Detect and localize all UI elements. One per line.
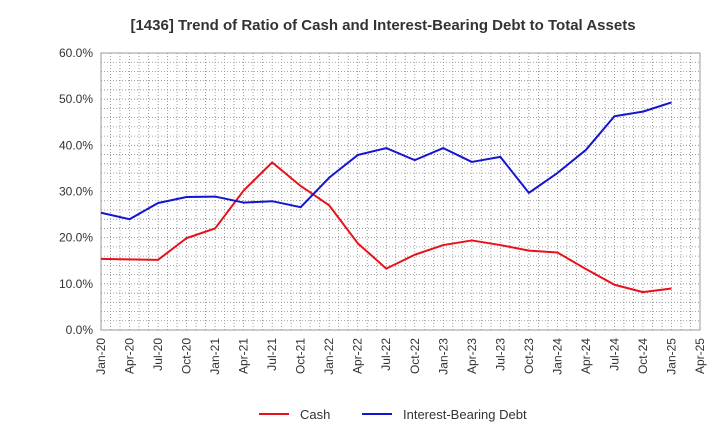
x-tick-label: Jul-24 — [607, 338, 621, 371]
x-tick-label: Jan-24 — [550, 338, 564, 375]
legend: Cash Interest-Bearing Debt — [259, 407, 527, 422]
x-tick-label: Jan-23 — [436, 338, 450, 375]
legend-label: Interest-Bearing Debt — [403, 407, 527, 422]
series-line-interest-bearing-debt — [100, 101, 672, 221]
grid — [100, 52, 701, 331]
x-tick-label: Oct-20 — [180, 338, 194, 374]
x-tick-label: Jan-20 — [94, 338, 108, 375]
x-tick-label: Oct-23 — [522, 338, 536, 374]
x-tick-label: Jan-21 — [208, 338, 222, 375]
x-tick-label: Apr-24 — [579, 338, 593, 374]
y-tick-label: 10.0% — [59, 277, 93, 291]
y-tick-label: 30.0% — [59, 185, 93, 199]
y-tick-label: 60.0% — [59, 46, 93, 60]
y-tick-label: 50.0% — [59, 92, 93, 106]
x-tick-label: Oct-22 — [408, 338, 422, 374]
x-tick-label: Jan-25 — [664, 338, 678, 375]
plot-area-border — [100, 52, 701, 331]
legend-label: Cash — [300, 407, 330, 422]
x-tick-label: Apr-23 — [465, 338, 479, 374]
x-tick-label: Jan-22 — [322, 338, 336, 375]
y-tick-label: 40.0% — [59, 138, 93, 152]
x-tick-label: Jul-21 — [265, 338, 279, 371]
series-line-cash — [100, 161, 672, 294]
y-tick-label: 0.0% — [66, 323, 94, 337]
chart-title: [1436] Trend of Ratio of Cash and Intere… — [130, 17, 635, 34]
x-tick-label: Jul-23 — [493, 338, 507, 371]
x-tick-label: Jul-22 — [379, 338, 393, 371]
series-lines — [100, 101, 672, 294]
x-tick-label: Apr-21 — [237, 338, 251, 374]
x-tick-label: Oct-21 — [294, 338, 308, 374]
y-tick-label: 20.0% — [59, 231, 93, 245]
x-tick-label: Jul-20 — [151, 338, 165, 371]
x-tick-label: Apr-25 — [693, 338, 707, 374]
x-tick-label: Apr-22 — [351, 338, 365, 374]
axes: 0.0% 10.0% 20.0% 30.0% 40.0% 50.0% 60.0% Jan-20… — [59, 46, 707, 375]
x-tick-label: Oct-24 — [636, 338, 650, 374]
x-tick-label: Apr-20 — [123, 338, 137, 374]
